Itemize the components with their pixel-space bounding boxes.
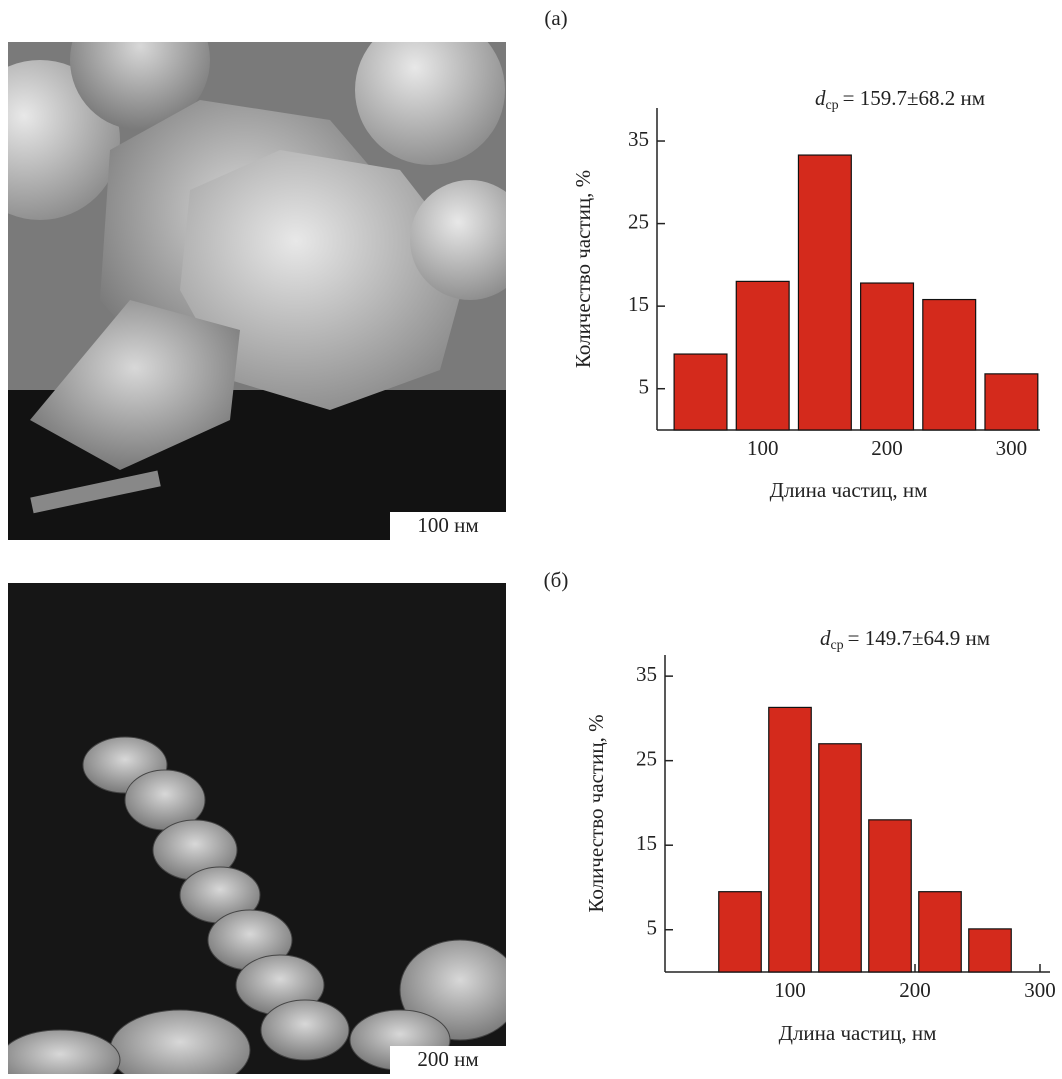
x-axis-label: Длина частиц, нм: [779, 1021, 937, 1045]
figure: 100 нм 200 нм (а) (б) 5 15 25 35 100 200 300 Дл…: [0, 0, 1062, 1074]
bar: [861, 283, 914, 430]
bar: [985, 374, 1038, 430]
annotation-text: = 149.7±64.9 нм: [848, 626, 990, 650]
panel-label: (а): [544, 6, 567, 30]
x-tick-label: 300: [996, 436, 1028, 460]
annotation: dср = 159.7±68.2 нм: [815, 86, 985, 113]
y-axis-label: Количество частиц, %: [584, 714, 608, 912]
bar: [969, 929, 1012, 972]
y-axis-label: Количество частиц, %: [571, 170, 595, 368]
x-axis-label: Длина частиц, нм: [770, 478, 928, 502]
annotation: dср = 149.7±64.9 нм: [820, 626, 990, 653]
bar: [798, 155, 851, 430]
bar: [869, 820, 912, 972]
y-tick-label: 25: [628, 209, 649, 233]
y-tick-label: 5: [639, 375, 650, 399]
annotation-symbol: d: [820, 626, 831, 650]
y-tick-label: 15: [636, 831, 657, 855]
bar: [736, 281, 789, 430]
panel-label: (б): [544, 568, 569, 592]
x-tick-label: 100: [747, 436, 779, 460]
bar: [819, 744, 862, 972]
y-tick-label: 15: [628, 292, 649, 316]
bar: [923, 300, 976, 430]
x-tick-label: 300: [1024, 978, 1056, 1002]
annotation-text: = 159.7±68.2 нм: [843, 86, 985, 110]
y-tick-label: 5: [647, 916, 658, 940]
sem-image-b: [0, 583, 520, 1074]
annotation-symbol: d: [815, 86, 826, 110]
bar: [919, 892, 962, 972]
bar: [674, 354, 727, 430]
scale-bar: 200 нм: [417, 1047, 478, 1071]
y-tick-label: 35: [628, 127, 649, 151]
x-tick-label: 200: [899, 978, 931, 1002]
x-tick-label: 200: [871, 436, 903, 460]
annotation-subscript: ср: [830, 638, 843, 653]
y-tick-label: 35: [636, 662, 657, 686]
bar: [719, 892, 762, 972]
y-tick-label: 25: [636, 746, 657, 770]
bar: [769, 707, 812, 972]
annotation-subscript: ср: [825, 98, 838, 113]
x-tick-label: 100: [774, 978, 806, 1002]
sem-image-a: [0, 0, 530, 540]
scale-bar: 100 нм: [417, 513, 478, 537]
